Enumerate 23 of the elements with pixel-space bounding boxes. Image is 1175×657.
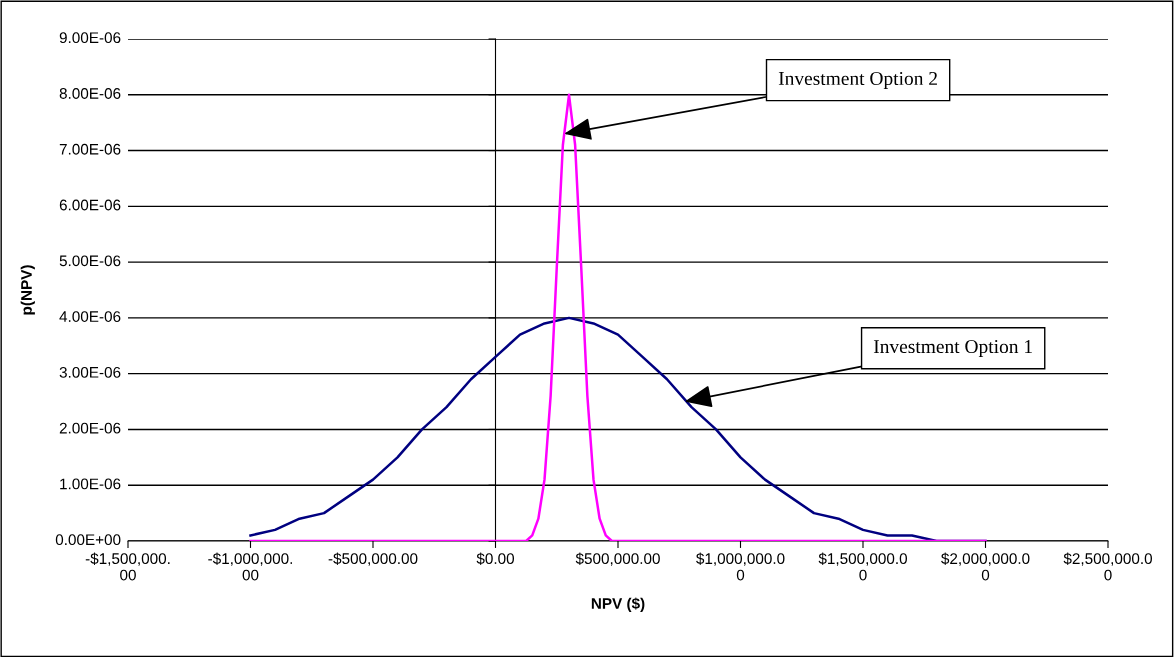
x-tick-label: -$500,000.00	[328, 552, 418, 566]
y-tick-label: 9.00E-06	[59, 32, 121, 44]
y-tick-label: 1.00E-06	[60, 478, 121, 490]
y-tick-label: 7.00E-06	[59, 143, 121, 155]
x-axis-title: NPV ($)	[591, 597, 645, 612]
x-tick-label: -$1,500,000. 00	[85, 552, 170, 581]
x-tick-label: $500,000.00	[575, 552, 660, 566]
x-tick-label: $2,500,000.0 0	[1063, 552, 1153, 581]
y-tick-label: 8.00E-06	[59, 88, 121, 99]
x-tick-label: -$1,000,000. 00	[208, 552, 293, 581]
x-tick-label: $1,500,000.0 0	[818, 552, 908, 581]
x-tick-label: $1,000,000.0 0	[696, 552, 785, 581]
y-tick-label: 4.00E-06	[59, 311, 121, 322]
y-axis-title: p(NPV)	[20, 265, 35, 315]
y-tick-label: 0.00E+00	[55, 534, 121, 546]
annotation: Investment Option 2	[778, 71, 937, 89]
y-tick-label: 5.00E-06	[59, 255, 121, 267]
annotation: Investment Option 1	[873, 340, 1032, 358]
x-tick-label: $0.00	[476, 552, 515, 565]
y-tick-label: 2.00E-06	[59, 422, 121, 434]
y-tick-label: 3.00E-06	[59, 366, 121, 378]
y-tick-label: 6.00E-06	[59, 199, 121, 211]
x-tick-label: $2,000,000.0 0	[941, 552, 1030, 581]
